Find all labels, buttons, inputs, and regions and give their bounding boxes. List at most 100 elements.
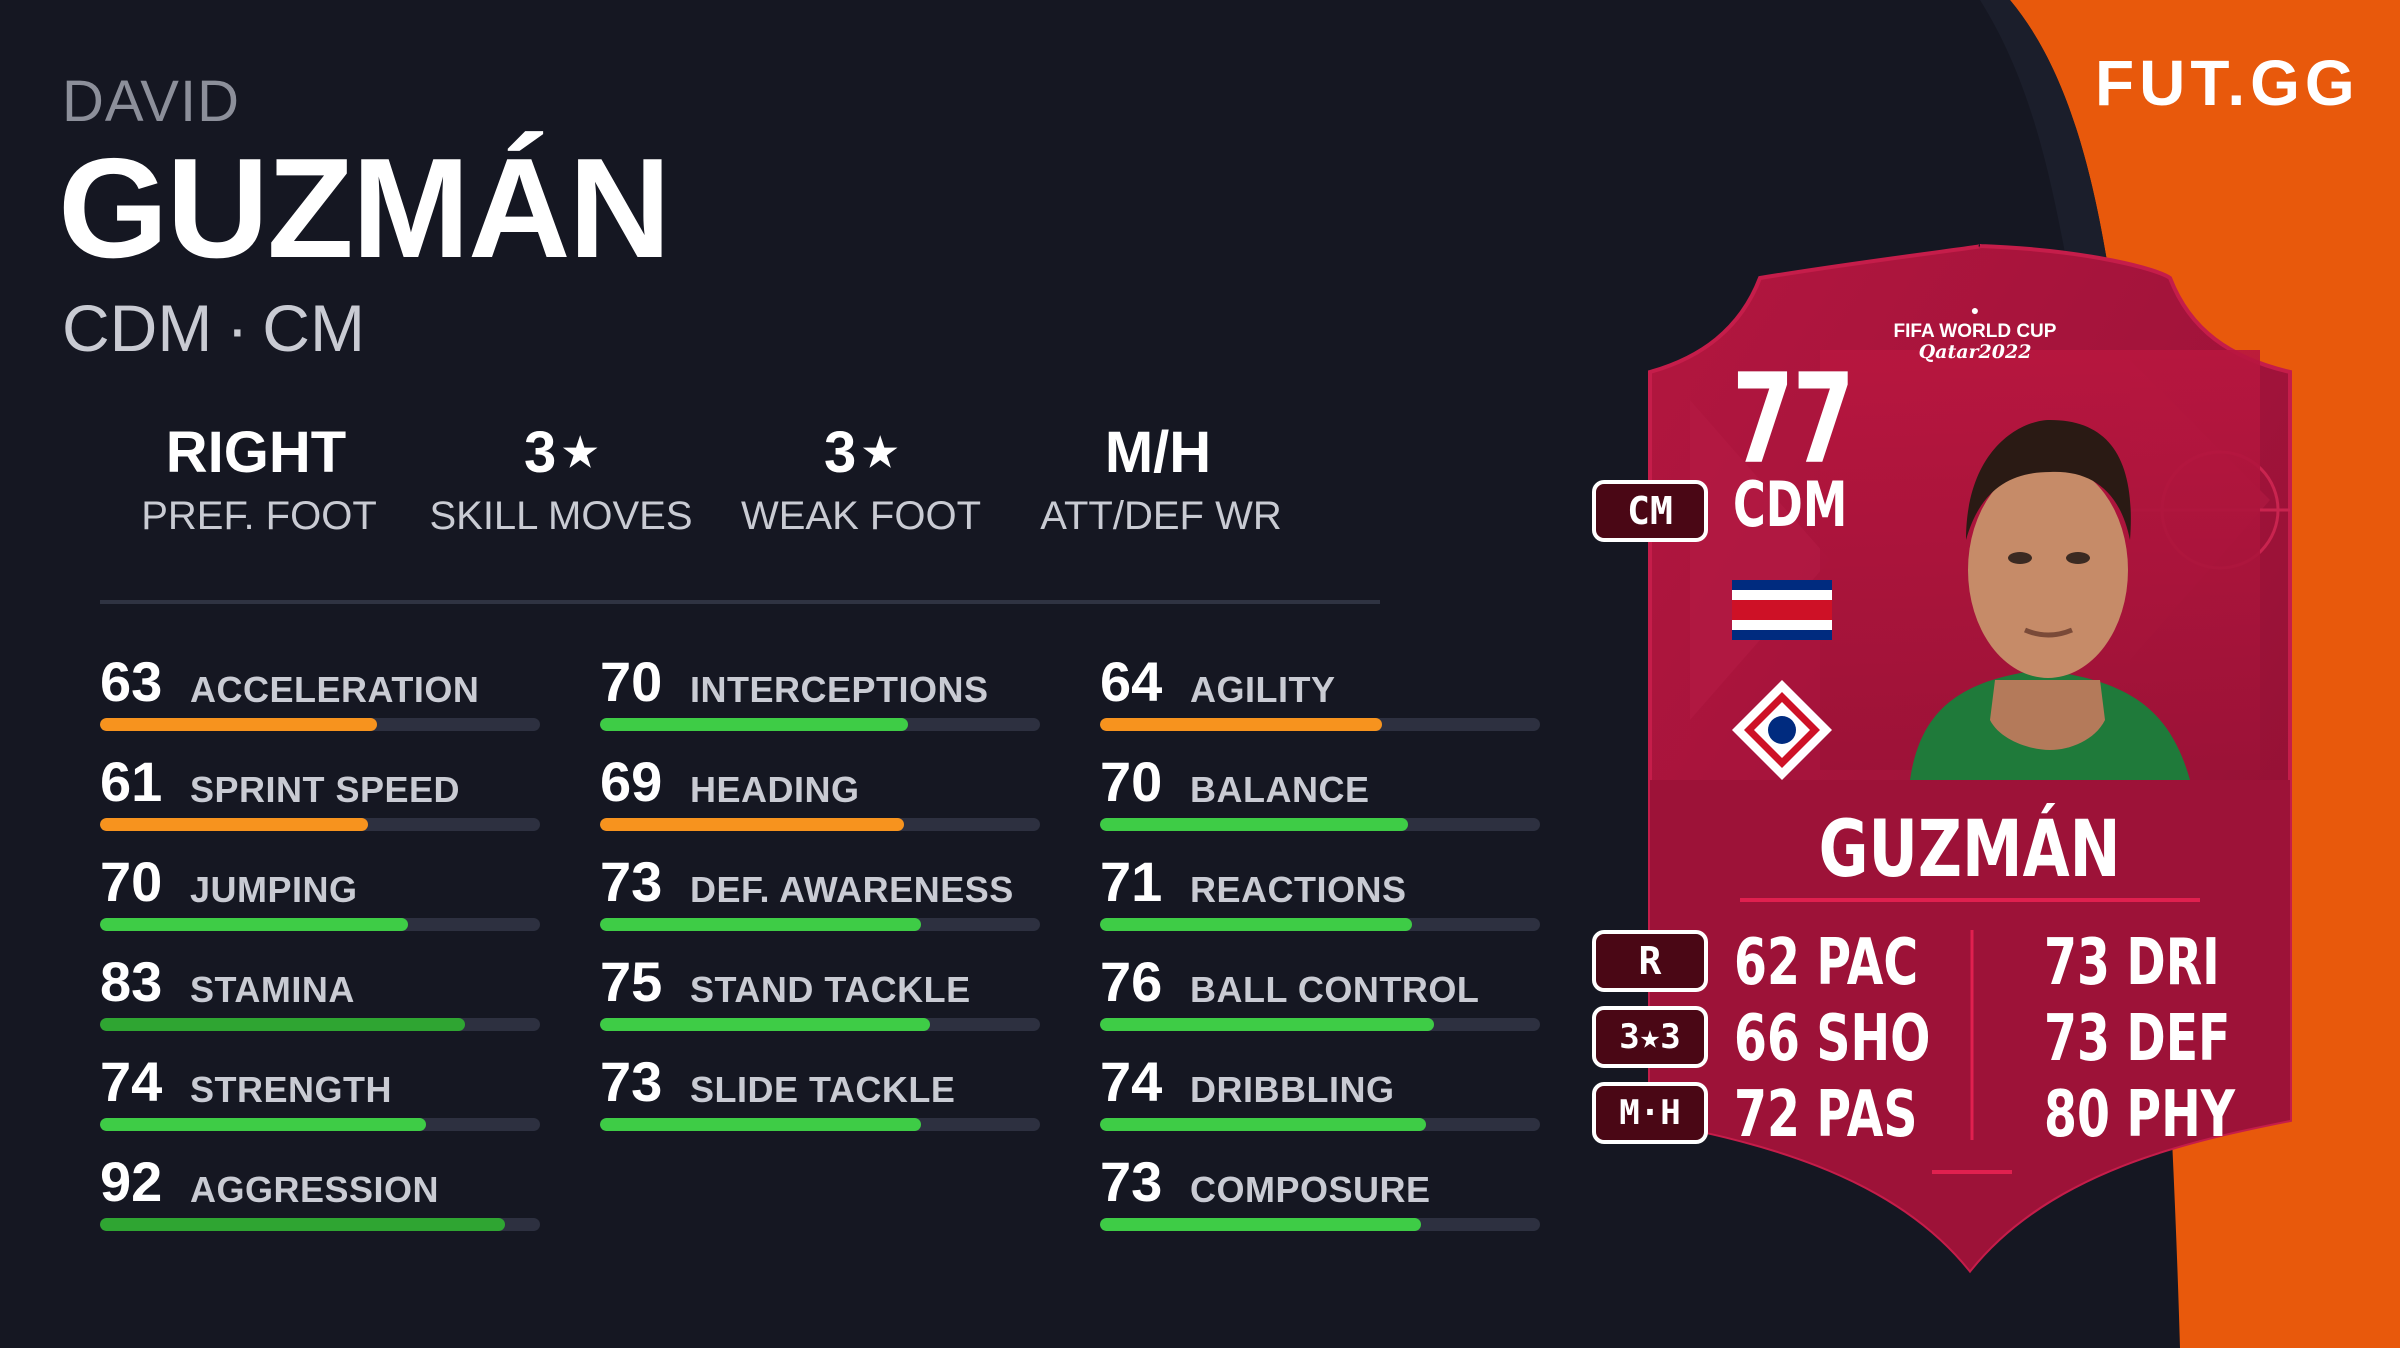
stat-value: 74 <box>100 1050 163 1113</box>
stat-bar-fill <box>100 1218 505 1231</box>
stat-value: 63 <box>100 650 163 713</box>
stat-bar-track <box>600 718 1040 731</box>
info-label: SKILL MOVES <box>429 494 693 538</box>
stat-name: REACTIONS <box>1190 869 1407 910</box>
stat-value: 70 <box>1100 750 1163 813</box>
stat-value: 75 <box>600 950 663 1013</box>
stat-bar-fill <box>100 818 368 831</box>
card-position: CDM <box>1733 468 1848 541</box>
info-value: 3 ★ <box>523 420 599 485</box>
stat-bar-fill <box>1100 1218 1421 1231</box>
position-separator: · <box>226 291 249 365</box>
face-stat-pas: 72 PAS <box>1734 1078 1918 1152</box>
face-stat-def: 73 DEF <box>2044 1002 2231 1076</box>
stat-bar-fill <box>1100 1018 1434 1031</box>
stat-name: STAMINA <box>190 969 355 1010</box>
stat-bar-fill <box>600 918 921 931</box>
stat-row: 69 HEADING <box>600 750 1040 842</box>
stat-bar-track <box>600 918 1040 931</box>
stat-bar-track <box>100 718 540 731</box>
pref-foot-badge: R <box>1592 930 1708 992</box>
stat-row: 75 STAND TACKLE <box>600 950 1040 1042</box>
costa-rica-flag-icon <box>1732 580 1832 640</box>
stat-name: ACCELERATION <box>190 669 480 710</box>
stat-bar-fill <box>600 818 904 831</box>
info-label: PREF. FOOT <box>141 494 377 538</box>
card-rating: 77 <box>1732 348 1855 492</box>
skill-weak-badge: 3★3 <box>1592 1006 1708 1068</box>
stat-value: 73 <box>600 850 663 913</box>
stat-bar-fill <box>1100 818 1408 831</box>
info-skill-moves: 3 ★ SKILL MOVES <box>416 418 706 539</box>
stat-name: COMPOSURE <box>1190 1169 1431 1210</box>
stat-value: 61 <box>100 750 163 813</box>
world-cup-logo: ● FIFA WORLD CUP Qatar2022 <box>1870 300 2080 363</box>
stat-bar-fill <box>100 718 377 731</box>
stat-bar-track <box>1100 1218 1540 1231</box>
stat-bar-track <box>600 1018 1040 1031</box>
stat-value: 70 <box>100 850 163 913</box>
stat-row: 76 BALL CONTROL <box>1100 950 1540 1042</box>
stat-name: AGGRESSION <box>190 1169 440 1210</box>
stat-row: 71 REACTIONS <box>1100 850 1540 942</box>
stat-bar-track <box>100 818 540 831</box>
stat-row: 73 DEF. AWARENESS <box>600 850 1040 942</box>
stat-bar-fill <box>100 1118 426 1131</box>
workrate-badge: M·H <box>1592 1082 1708 1144</box>
club-crest-icon <box>1732 680 1832 780</box>
stat-value: 73 <box>1100 1150 1163 1213</box>
stat-bar-track <box>1100 818 1540 831</box>
info-label: ATT/DEF WR <box>1040 494 1282 538</box>
stat-name: DEF. AWARENESS <box>690 869 1014 910</box>
stat-bar-track <box>1100 1118 1540 1131</box>
stat-name: AGILITY <box>1190 669 1336 710</box>
stat-row: 70 INTERCEPTIONS <box>600 650 1040 742</box>
player-card <box>1648 244 2292 1274</box>
stat-bar-fill <box>600 1118 921 1131</box>
stat-row: 74 STRENGTH <box>100 1050 540 1142</box>
futgg-logo: FUT.GG <box>2095 47 2360 119</box>
star-icon: ★ <box>562 431 599 475</box>
stat-bar-track <box>600 818 1040 831</box>
info-value: RIGHT <box>165 420 347 485</box>
face-stat-pac: 62 PAC <box>1734 926 1919 1000</box>
stat-bar-track <box>1100 718 1540 731</box>
stat-row: 92 AGGRESSION <box>100 1150 540 1242</box>
stat-row: 64 AGILITY <box>1100 650 1540 742</box>
alt-position-badge: CM <box>1592 480 1708 542</box>
info-weak-foot: 3 ★ WEAK FOOT <box>716 418 1006 539</box>
stat-bar-track <box>100 1218 540 1231</box>
info-value: M/H <box>1104 420 1212 485</box>
player-positions: CDM · CM <box>62 290 365 366</box>
primary-position: CDM <box>62 291 213 365</box>
stat-row: 70 BALANCE <box>1100 750 1540 842</box>
stat-name: STAND TACKLE <box>690 969 971 1010</box>
stat-row: 61 SPRINT SPEED <box>100 750 540 842</box>
stat-bar-fill <box>600 1018 930 1031</box>
face-stat-sho: 66 SHO <box>1734 1002 1931 1076</box>
stat-bar-track <box>1100 918 1540 931</box>
stat-name: BALL CONTROL <box>1190 969 1480 1010</box>
info-label: WEAK FOOT <box>741 494 981 538</box>
info-value: 3 ★ <box>823 420 899 485</box>
stat-bar-fill <box>1100 1118 1426 1131</box>
player-photo-illustration <box>1910 420 2190 780</box>
star-icon: ★ <box>862 431 899 475</box>
stat-value: 74 <box>1100 1050 1163 1113</box>
stat-bar-track <box>100 1118 540 1131</box>
stat-name: SPRINT SPEED <box>190 769 461 810</box>
stat-value: 73 <box>600 1050 663 1113</box>
stat-bar-fill <box>1100 718 1382 731</box>
stat-bar-track <box>100 1018 540 1031</box>
stat-row: 70 JUMPING <box>100 850 540 942</box>
stat-bar-track <box>1100 1018 1540 1031</box>
stat-name: INTERCEPTIONS <box>690 669 989 710</box>
stat-bar-fill <box>100 918 408 931</box>
card-player-name: GUZMÁN <box>1818 805 2122 895</box>
stat-row: 73 COMPOSURE <box>1100 1150 1540 1242</box>
face-stat-dri: 73 DRI <box>2044 926 2220 1000</box>
stat-value: 76 <box>1100 950 1163 1013</box>
stat-bar-track <box>100 918 540 931</box>
player-first-name: DAVID <box>62 69 240 134</box>
